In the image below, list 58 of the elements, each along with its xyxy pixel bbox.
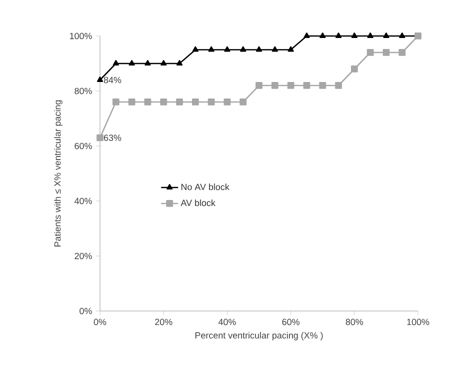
y-tick-label: 20%	[74, 252, 92, 260]
point	[96, 76, 104, 82]
x-tick-label: 40%	[218, 318, 236, 326]
x-tick-label: 100%	[407, 318, 430, 326]
point	[382, 49, 390, 56]
point	[271, 82, 278, 89]
point	[176, 60, 183, 66]
x-axis-title: Percent ventricular pacing (X% )	[195, 332, 323, 340]
point	[351, 32, 358, 38]
point	[256, 82, 262, 89]
point	[399, 32, 406, 38]
y-tick-label: 40%	[74, 198, 92, 204]
legend-label: AV block	[180, 199, 216, 206]
point	[112, 98, 120, 106]
point	[96, 134, 104, 142]
point	[144, 98, 152, 106]
point	[366, 49, 374, 56]
point	[256, 46, 262, 52]
point	[160, 60, 167, 66]
point	[128, 98, 136, 106]
point	[240, 98, 247, 106]
point	[320, 32, 326, 38]
point	[287, 82, 294, 89]
y-tick-label: 60%	[74, 142, 92, 150]
point	[208, 46, 214, 52]
legend-label: No AV block	[181, 184, 230, 190]
y-tick-label: 100%	[70, 32, 92, 40]
annotation: 63%	[104, 134, 122, 141]
point	[192, 98, 199, 106]
point	[350, 66, 358, 72]
point	[272, 46, 278, 52]
point	[398, 49, 406, 56]
y-axis-title: Patients with ≤ X% ventricular pacing	[54, 100, 62, 246]
point	[128, 60, 135, 66]
point	[144, 60, 151, 66]
point	[304, 32, 310, 38]
point	[335, 82, 342, 89]
x-tick-label: 0%	[94, 318, 106, 326]
point	[303, 82, 310, 89]
point	[176, 98, 183, 106]
point	[160, 98, 168, 106]
x-tick-label: 20%	[155, 318, 172, 326]
point	[335, 32, 342, 38]
point	[383, 32, 390, 38]
point	[112, 60, 119, 66]
point	[240, 46, 246, 52]
x-tick-label: 80%	[346, 318, 364, 326]
point	[367, 32, 374, 38]
point	[192, 46, 198, 52]
y-tick-label: 0%	[80, 308, 92, 314]
point	[224, 98, 231, 106]
point	[208, 98, 215, 106]
x-tick-label: 60%	[282, 318, 300, 326]
point	[319, 82, 326, 89]
annotation: 84%	[104, 76, 122, 84]
y-tick-label: 80%	[74, 88, 92, 94]
point	[224, 46, 230, 52]
point	[288, 46, 294, 52]
